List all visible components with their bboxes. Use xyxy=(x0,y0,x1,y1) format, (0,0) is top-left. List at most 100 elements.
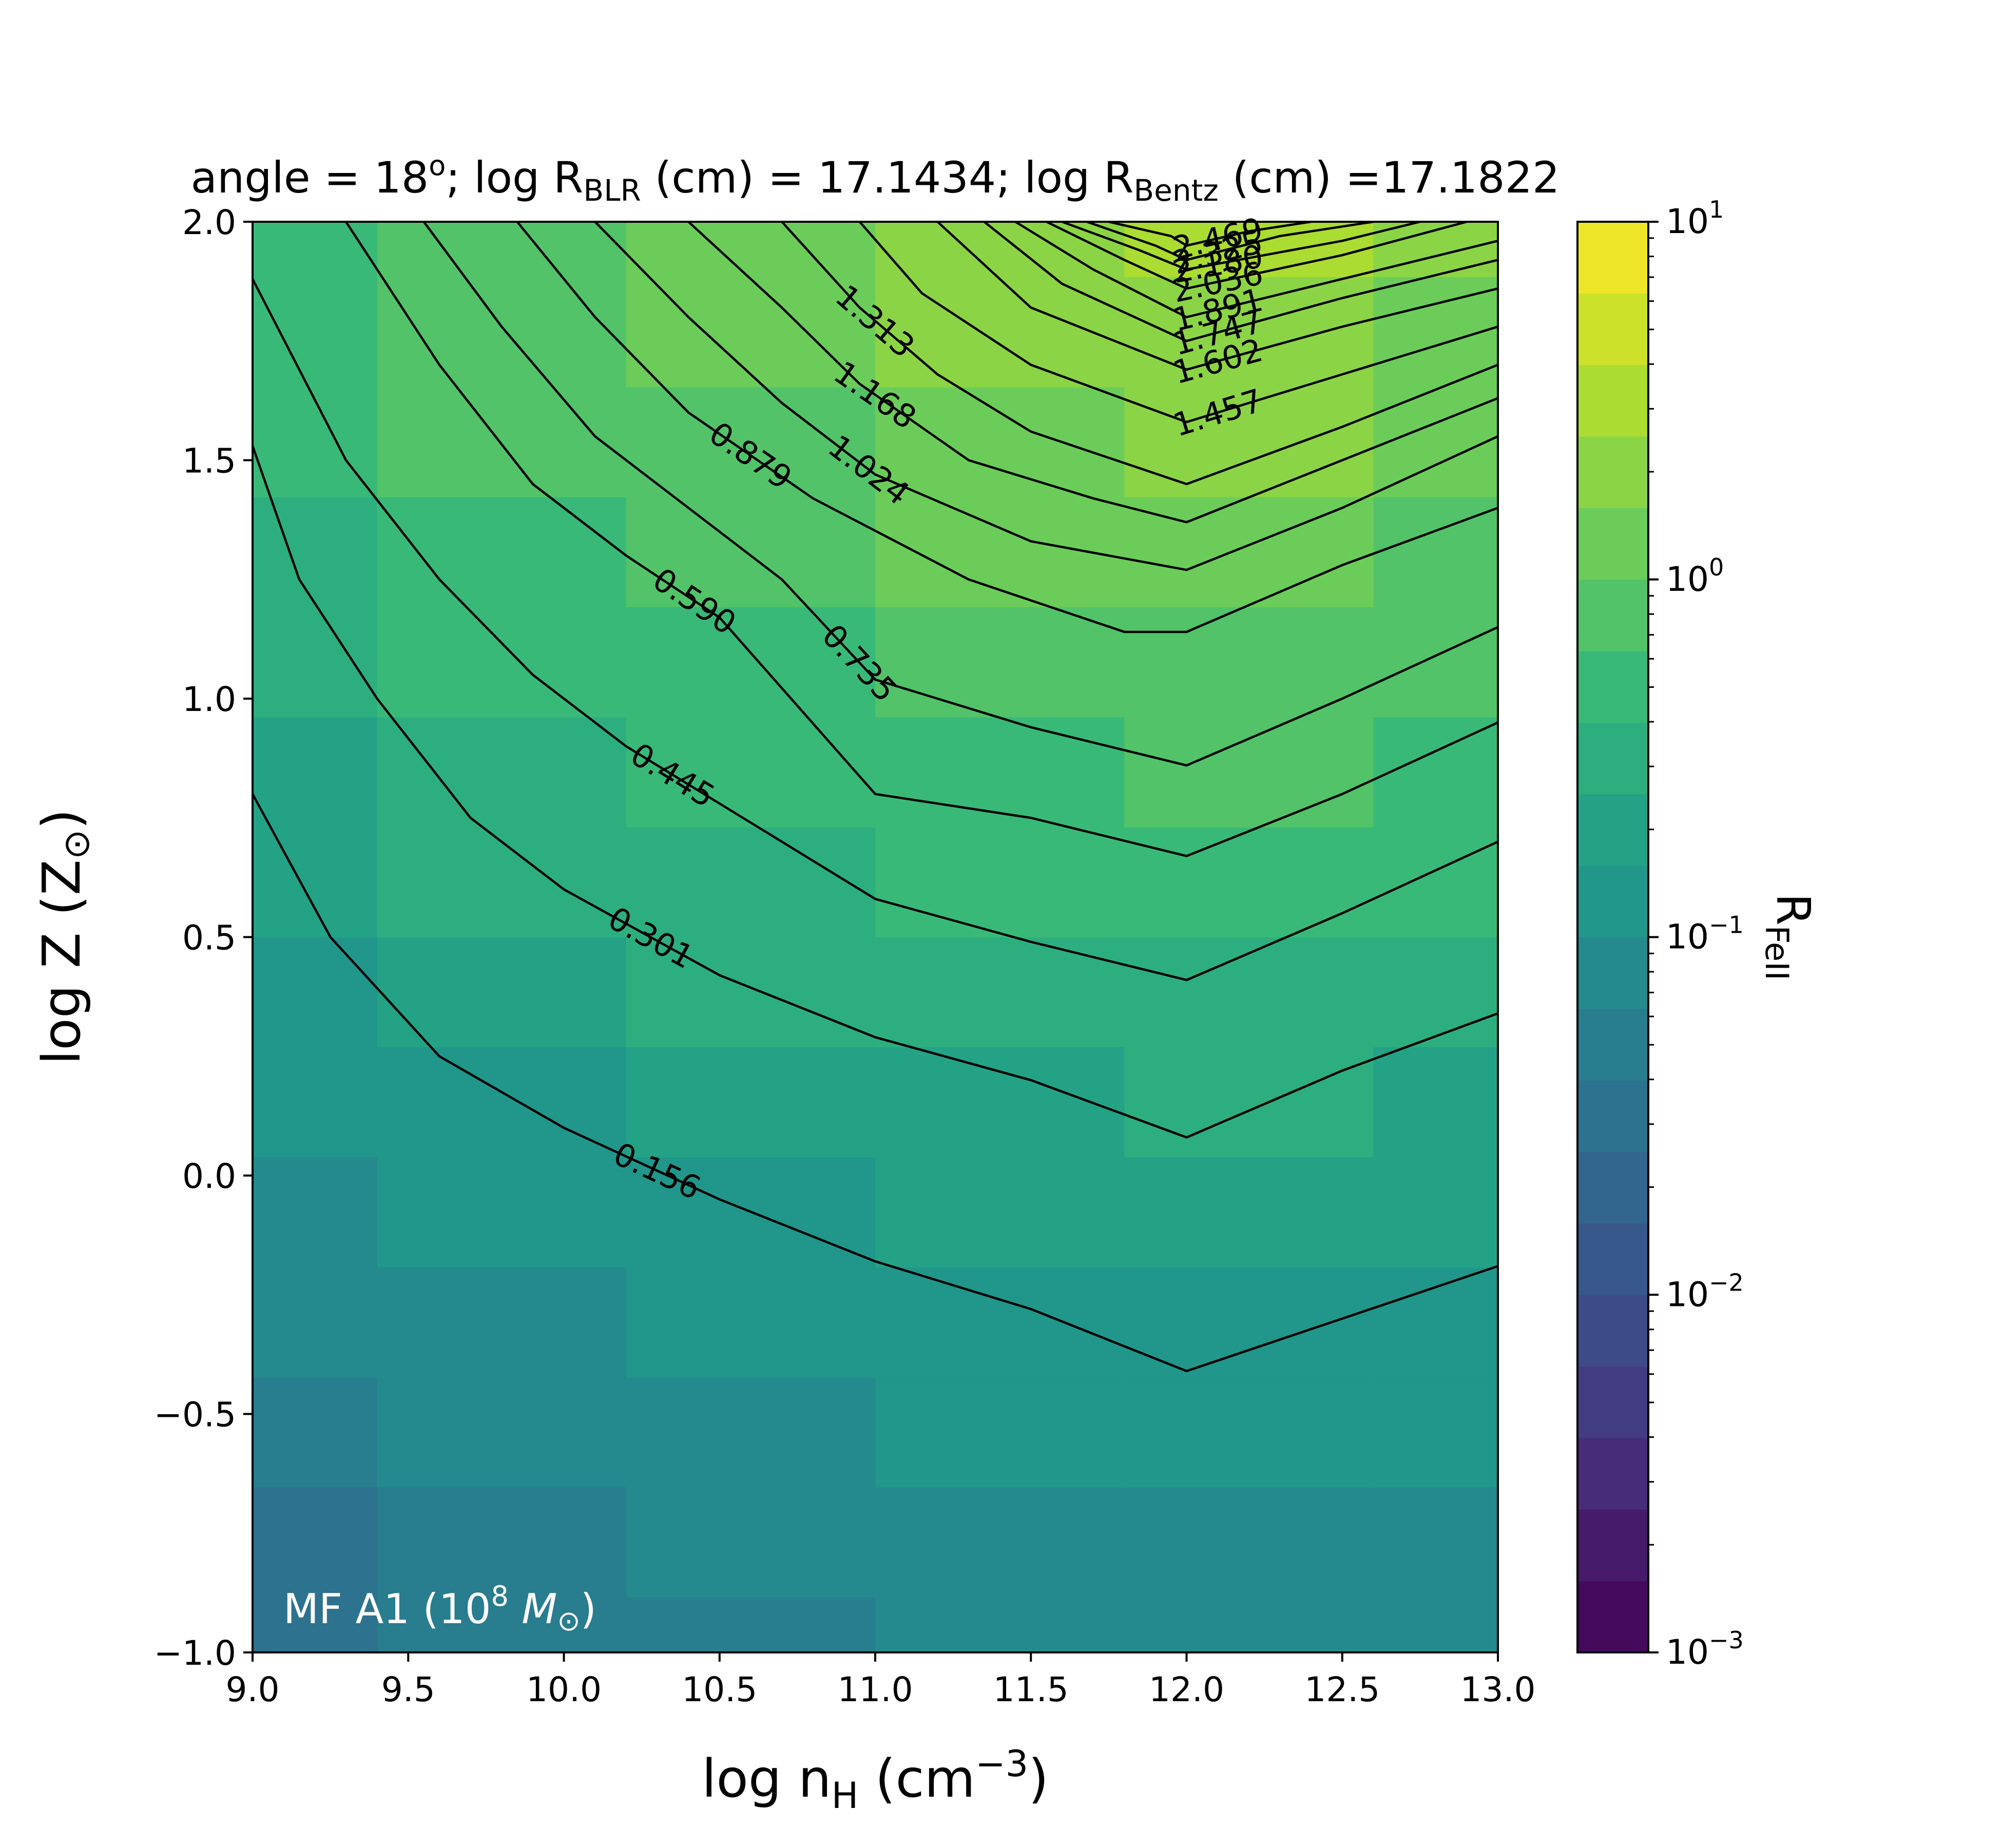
heatmap-cell xyxy=(253,1047,378,1158)
contour-line xyxy=(594,222,1498,571)
chart-title: angle = 18o; log RBLR (cm) = 17.1434; lo… xyxy=(191,149,1560,208)
heatmap-cell xyxy=(1124,387,1374,497)
heatmap-cell xyxy=(875,1157,1125,1268)
heatmap-cell xyxy=(1124,1487,1374,1598)
x-tick-label: 9.0 xyxy=(226,1670,280,1709)
colorbar-band xyxy=(1577,1295,1648,1367)
heatmap-cell xyxy=(1373,1157,1498,1268)
contour-line xyxy=(936,222,1498,371)
heatmap-cell xyxy=(875,937,1125,1048)
colorbar-band xyxy=(1577,722,1648,795)
colorbar-band xyxy=(1577,937,1648,1009)
colorbar-tick-label: 101 xyxy=(1666,196,1724,241)
colorbar-band xyxy=(1577,222,1648,294)
colorbar-label: RFeII xyxy=(1758,893,1820,980)
heatmap-cell xyxy=(253,827,378,938)
heatmap-cell xyxy=(875,1597,1125,1652)
heatmap-cell xyxy=(875,222,1125,277)
colorbar-band xyxy=(1577,1008,1648,1081)
colorbar-band xyxy=(1577,794,1648,866)
heatmap-cell xyxy=(875,607,1125,718)
x-tick-label: 9.5 xyxy=(381,1670,435,1709)
y-tick-label: 0.5 xyxy=(182,918,236,958)
heatmap-cell xyxy=(377,1487,627,1598)
contour-line xyxy=(422,222,1498,767)
heatmap-cell xyxy=(626,607,876,718)
y-tick-label: 2.0 xyxy=(182,203,236,242)
x-tick-label: 10.0 xyxy=(526,1670,602,1709)
heatmap-cell xyxy=(1124,497,1374,607)
colorbar-tick-label: 10−1 xyxy=(1666,911,1744,957)
x-tick-label: 13.0 xyxy=(1460,1670,1536,1709)
colorbar-band xyxy=(1577,364,1648,437)
colorbar-tick-label: 10−2 xyxy=(1666,1268,1744,1314)
heatmap-cell xyxy=(1124,1377,1374,1488)
colorbar-band xyxy=(1577,293,1648,365)
heatmap-cell xyxy=(377,497,627,607)
heatmap-cell xyxy=(253,1157,378,1268)
heatmap-cell xyxy=(377,1047,627,1158)
heatmap-cell xyxy=(626,1267,876,1378)
y-tick-label: 1.5 xyxy=(182,441,236,481)
heatmap-cell xyxy=(1124,827,1374,938)
heatmap-cell xyxy=(626,1597,876,1652)
x-axis-ticks: 9.0 9.5 10.0 10.5 11.0 11.5 12.0 12.5 13.0 xyxy=(226,1652,1536,1709)
heatmap-cell xyxy=(626,1047,876,1158)
heatmap-cell xyxy=(253,937,378,1048)
colorbar-band xyxy=(1577,1080,1648,1152)
heatmap-cell xyxy=(253,497,378,607)
colorbar-ticks: 10−3 10−2 10−1 100 101 xyxy=(1648,196,1744,1672)
contour-line xyxy=(1108,222,1312,247)
heatmap-cell xyxy=(1373,607,1498,718)
heatmap-cell xyxy=(626,1377,876,1488)
contour-lines xyxy=(253,222,1498,1373)
contour-line xyxy=(983,222,1498,342)
heatmap-cell xyxy=(626,222,876,277)
colorbar-band xyxy=(1577,508,1648,580)
colorbar-band xyxy=(1577,865,1648,938)
heatmap-cell xyxy=(626,937,876,1048)
heatmap-cell xyxy=(253,1487,378,1598)
x-tick-label: 11.5 xyxy=(993,1670,1069,1709)
contour-line xyxy=(1086,222,1374,261)
heatmap-cell xyxy=(875,1487,1125,1598)
x-tick-label: 12.5 xyxy=(1304,1670,1380,1709)
contour-line xyxy=(1014,222,1498,319)
colorbar-band xyxy=(1577,1509,1648,1582)
x-axis-label: log nH (cm−3) xyxy=(702,1743,1049,1817)
heatmap-cell xyxy=(377,387,627,497)
contour-line xyxy=(858,222,1498,424)
heatmap-cell xyxy=(377,1157,627,1268)
heatmap-cell xyxy=(1373,1597,1498,1652)
heatmap-cell xyxy=(1124,1047,1374,1158)
heatmap-cell xyxy=(875,717,1125,827)
heatmap-cell xyxy=(1373,937,1498,1048)
colorbar-band xyxy=(1577,651,1648,723)
colorbar xyxy=(1577,222,1648,1653)
x-tick-label: 12.0 xyxy=(1149,1670,1224,1709)
y-axis-label: log Z (Z⊙) xyxy=(31,809,98,1065)
colorbar-band xyxy=(1577,1151,1648,1224)
heatmap-cell xyxy=(1373,717,1498,827)
heatmap-cell xyxy=(377,1267,627,1378)
heatmap-cell xyxy=(1373,1047,1498,1158)
heatmap-cell xyxy=(253,387,378,497)
heatmap-cell xyxy=(626,497,876,607)
heatmap-cell xyxy=(377,937,627,1048)
heatmap-cell xyxy=(253,1377,378,1488)
heatmap-cell xyxy=(1124,717,1374,827)
heatmap-cell xyxy=(253,1597,378,1652)
heatmap-cell xyxy=(626,1487,876,1598)
contour-line xyxy=(516,222,1498,633)
contour-line xyxy=(1046,222,1467,290)
contour-line xyxy=(781,222,1498,486)
contour-line xyxy=(345,222,1498,857)
heatmap-cell xyxy=(875,387,1125,497)
y-tick-label: −0.5 xyxy=(154,1395,236,1435)
colorbar-band xyxy=(1577,1437,1648,1510)
heatmap-cell xyxy=(377,222,627,277)
heatmap-cell xyxy=(875,277,1125,388)
contour-line xyxy=(253,445,1498,1139)
heatmap-cell xyxy=(253,1267,378,1378)
heatmap-cell xyxy=(1373,1377,1498,1488)
